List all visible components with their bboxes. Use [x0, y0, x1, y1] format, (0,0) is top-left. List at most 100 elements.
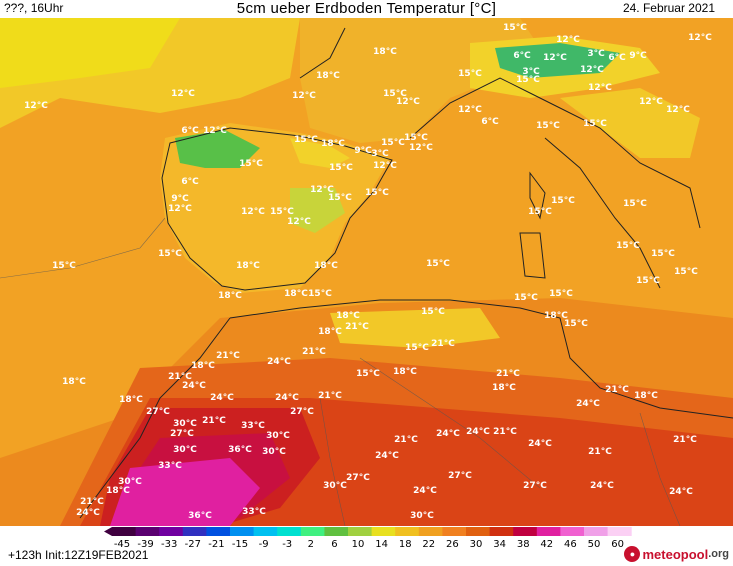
temperature-label: 3°C — [587, 49, 605, 59]
temperature-label: 12°C — [666, 105, 690, 115]
colorbar-tick-label: -39 — [137, 539, 153, 548]
temperature-label: 12°C — [688, 33, 712, 43]
temperature-label: 21°C — [216, 351, 240, 361]
colorbar-tick-label: -45 — [114, 539, 130, 548]
temperature-label: 15°C — [381, 138, 405, 148]
temperature-label: 24°C — [267, 357, 291, 367]
colorbar-tick-label: 50 — [588, 539, 601, 548]
colorbar-swatch — [182, 527, 207, 536]
temperature-label: 24°C — [669, 487, 693, 497]
temperature-label: 15°C — [636, 276, 660, 286]
temperature-label: 24°C — [466, 427, 490, 437]
temperature-label: 21°C — [588, 447, 612, 457]
colorbar-tick-label: 10 — [352, 539, 365, 548]
temperature-label: 6°C — [181, 126, 199, 136]
temperature-label: 15°C — [458, 69, 482, 79]
temperature-label: 30°C — [173, 419, 197, 429]
temperature-label: 15°C — [651, 249, 675, 259]
temperature-label: 15°C — [294, 135, 318, 145]
colorbar-tick-label: 60 — [611, 539, 624, 548]
temperature-label: 18°C — [492, 383, 516, 393]
temperature-label: 27°C — [290, 407, 314, 417]
globe-icon: ● — [624, 546, 641, 562]
temperature-label: 21°C — [345, 322, 369, 332]
logo-text-tld: .org — [708, 548, 729, 560]
forecast-date: 24. Februar 2021 — [622, 1, 715, 15]
temperature-label: 21°C — [673, 435, 697, 445]
colorbar-tick-label: 22 — [422, 539, 435, 548]
temperature-label: 6°C — [513, 51, 531, 61]
meteopool-logo[interactable]: ● meteopool .org — [624, 544, 729, 564]
temperature-label: 15°C — [365, 188, 389, 198]
temperature-label: 33°C — [241, 421, 265, 431]
temperature-label: 15°C — [516, 75, 540, 85]
temperature-label: 3°C — [522, 67, 540, 77]
temperature-label: 15°C — [583, 119, 607, 129]
temperature-label: 24°C — [528, 439, 552, 449]
map-canvas: 18°C15°C12°C6°C 12°C 3°C 6°C 9°C12°C15°C 3°C1… — [0, 18, 733, 527]
temperature-label: 12°C — [287, 217, 311, 227]
colorbar-swatch — [466, 527, 491, 536]
temperature-label: 21°C — [80, 497, 104, 507]
temperature-label: 24°C — [375, 451, 399, 461]
colorbar-swatch — [112, 527, 137, 536]
temperature-label: 21°C — [496, 369, 520, 379]
temperature-label: 27°C — [448, 471, 472, 481]
colorbar-tick-label: -3 — [282, 539, 292, 548]
colorbar-swatch — [607, 527, 632, 536]
colorbar-tick-label: -15 — [232, 539, 248, 548]
colorbar-tick-label: 14 — [375, 539, 388, 548]
colorbar-tick-label: 2 — [308, 539, 314, 548]
temperature-label: 15°C — [270, 207, 294, 217]
colorbar: -45 -39 -33 -27 -21 -15 -9 -3 2 6 10 14 18 22 26 30 34 38… — [104, 527, 632, 548]
colorbar-swatch — [584, 527, 609, 536]
init-time-label: +123h Init:12Z19FEB2021 — [8, 548, 149, 562]
temperature-label: 24°C — [182, 381, 206, 391]
colorbar-tick-label: 6 — [331, 539, 337, 548]
temperature-label: 18°C — [106, 486, 130, 496]
temperature-label: 30°C — [173, 445, 197, 455]
temperature-label: 12°C — [241, 207, 265, 217]
temperature-label: 36°C — [188, 511, 212, 521]
temperature-label: 12°C — [171, 89, 195, 99]
temperature-label: 27°C — [170, 429, 194, 439]
temperature-map[interactable]: 18°C 15°C 12°C 6°C 12°C 3°C 6°C 9°C 12°C 15°C 3°C 1… — [0, 18, 733, 527]
temperature-label: 15°C — [239, 159, 263, 169]
temperature-label: 30°C — [410, 511, 434, 521]
temperature-label: 15°C — [383, 89, 407, 99]
temperature-label: 12°C — [639, 97, 663, 107]
temperature-label: 15°C — [308, 289, 332, 299]
temperature-label: 15°C — [503, 23, 527, 33]
temperature-label: 18°C — [191, 361, 215, 371]
temperature-label: 21°C — [493, 427, 517, 437]
temperature-label: 18°C — [316, 71, 340, 81]
temperature-label: 18°C — [336, 311, 360, 321]
temperature-label: 15°C — [674, 267, 698, 277]
colorbar-tick-label: 26 — [446, 539, 459, 548]
colorbar-tick-label: -33 — [161, 539, 177, 548]
temperature-label: 6°C — [181, 177, 199, 187]
temperature-label: 9°C — [354, 146, 372, 156]
colorbar-tick-label: -27 — [185, 539, 201, 548]
temperature-label: 15°C — [623, 199, 647, 209]
temperature-label: 12°C — [24, 101, 48, 111]
temperature-label: 30°C — [118, 477, 142, 487]
temperature-label: 3°C — [371, 149, 389, 159]
temperature-label: 15°C — [328, 193, 352, 203]
temperature-label: 15°C — [405, 343, 429, 353]
header-bar: ???, 16Uhr 5cm ueber Erdboden Temperatur… — [0, 0, 733, 18]
temperature-label: 18°C — [284, 289, 308, 299]
colorbar-tick-label: -9 — [259, 539, 269, 548]
temperature-label: 15°C — [52, 261, 76, 271]
temperature-label: 18°C — [318, 327, 342, 337]
temperature-label: 12°C — [292, 91, 316, 101]
temperature-label: 21°C — [302, 347, 326, 357]
temperature-label: 18°C — [314, 261, 338, 271]
temperature-label: 18°C — [373, 47, 397, 57]
temperature-label: 24°C — [576, 399, 600, 409]
temperature-label: 15°C — [404, 133, 428, 143]
temperature-label: 12°C — [543, 53, 567, 63]
temperature-label: 18°C — [321, 139, 345, 149]
map-title: 5cm ueber Erdboden Temperatur [°C] — [236, 0, 497, 17]
temperature-label: 18°C — [634, 391, 658, 401]
